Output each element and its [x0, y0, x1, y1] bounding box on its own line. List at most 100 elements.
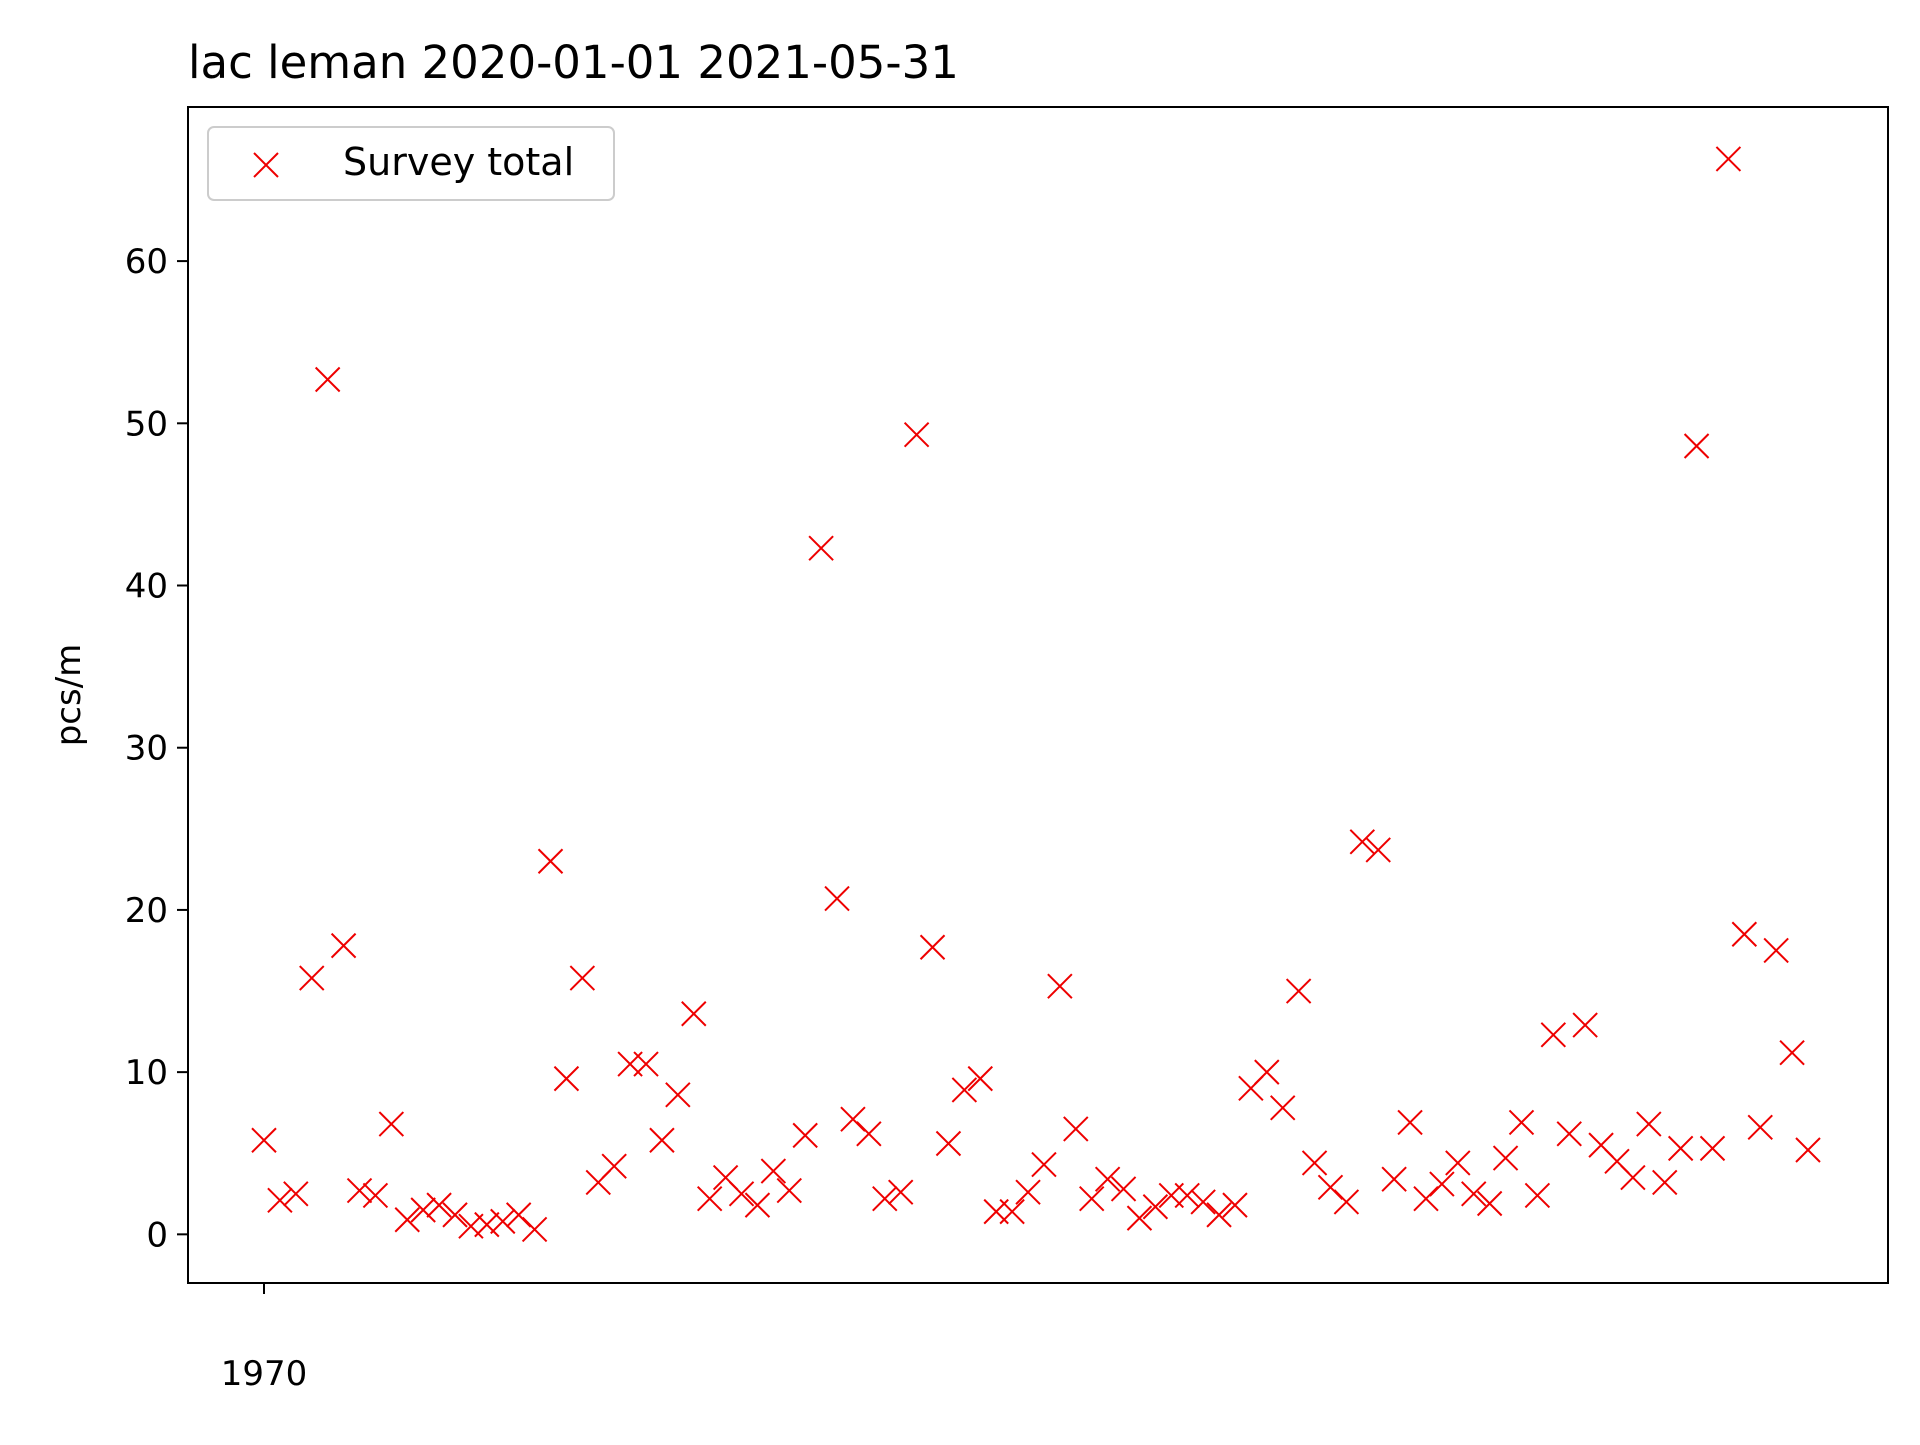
data-point [1222, 1192, 1248, 1218]
data-points [251, 146, 1821, 1243]
data-point [824, 885, 850, 912]
data-point [251, 1127, 277, 1153]
data-point [442, 1202, 468, 1228]
y-tick-label: 40 [125, 567, 168, 607]
legend-marker-icon [253, 152, 279, 178]
data-point [744, 1192, 771, 1218]
data-point [1652, 1169, 1678, 1196]
data-point [1540, 1022, 1567, 1048]
y-axis-label: pcs/m [49, 644, 89, 747]
data-point [856, 1121, 882, 1147]
data-point [474, 1211, 500, 1238]
data-point [1731, 921, 1758, 947]
data-point [330, 932, 357, 959]
data-point [1015, 1179, 1041, 1205]
data-point [1683, 433, 1710, 459]
data-point [1556, 1121, 1582, 1147]
y-tick-label: 30 [125, 729, 168, 769]
data-point [1699, 1135, 1726, 1162]
data-point [935, 1130, 962, 1157]
data-point [1667, 1135, 1694, 1162]
y-tick-label: 0 [146, 1215, 168, 1255]
data-point [696, 1185, 723, 1212]
data-point [1429, 1171, 1455, 1197]
data-point [1110, 1176, 1137, 1202]
data-point [1333, 1189, 1360, 1215]
data-point [1142, 1194, 1169, 1220]
data-point [1270, 1095, 1296, 1121]
data-point [1636, 1111, 1662, 1137]
data-point [1381, 1166, 1407, 1192]
data-point [1715, 146, 1742, 172]
data-point [665, 1082, 691, 1108]
data-point [537, 848, 564, 874]
data-point [1747, 1114, 1773, 1140]
data-point [919, 934, 946, 960]
y-tick-label: 20 [125, 891, 168, 931]
legend-label: Survey total [343, 140, 574, 184]
data-point [378, 1111, 405, 1137]
data-point [1301, 1150, 1328, 1176]
data-point [633, 1051, 659, 1077]
x-tick-label: 1970 [221, 1354, 308, 1394]
data-point [1508, 1109, 1535, 1136]
data-point [967, 1065, 993, 1092]
data-point [1461, 1181, 1487, 1207]
legend-marker-cross [253, 152, 279, 178]
plot-frame [187, 106, 1889, 1284]
data-point [362, 1182, 389, 1209]
data-point [1063, 1116, 1089, 1142]
data-point [776, 1177, 802, 1204]
data-point [410, 1197, 436, 1223]
legend-frame [207, 126, 615, 201]
data-point [1047, 973, 1073, 999]
data-point [903, 421, 930, 448]
y-tick-label: 50 [125, 404, 168, 444]
data-point [553, 1065, 580, 1092]
data-point [760, 1158, 787, 1184]
data-point [1524, 1182, 1551, 1209]
y-tick-label: 60 [125, 242, 168, 282]
data-point [1397, 1109, 1423, 1136]
y-tick-label: 10 [125, 1053, 168, 1093]
data-point [887, 1179, 914, 1205]
data-point [999, 1198, 1025, 1225]
legend: Survey total [207, 126, 615, 201]
data-point [267, 1187, 293, 1213]
data-point [872, 1185, 898, 1212]
data-point [1126, 1205, 1153, 1231]
data-point [1779, 1039, 1805, 1066]
data-point [299, 965, 325, 991]
data-point [1031, 1151, 1057, 1178]
data-point [1285, 978, 1312, 1004]
axes-layer: 0 10 20 30 40 50 60 pcs/m 1970 [49, 106, 1889, 1394]
data-point [1492, 1145, 1519, 1171]
data-point [1349, 829, 1376, 855]
data-point [1763, 937, 1789, 964]
data-point [1254, 1059, 1280, 1085]
data-point [649, 1127, 675, 1153]
data-point [1079, 1185, 1105, 1212]
data-point [601, 1153, 627, 1179]
data-point [569, 965, 596, 991]
data-point [1206, 1202, 1232, 1228]
data-point [808, 535, 834, 561]
data-point [314, 366, 341, 393]
data-point [426, 1192, 452, 1218]
data-point [1365, 837, 1391, 863]
data-point [346, 1177, 373, 1204]
data-point [1174, 1182, 1200, 1209]
data-point [728, 1181, 755, 1207]
data-point [490, 1208, 516, 1235]
data-point [792, 1122, 818, 1149]
data-point [458, 1213, 484, 1239]
data-point [681, 1001, 707, 1027]
data-point [1190, 1189, 1216, 1215]
data-point [1572, 1012, 1598, 1038]
data-point [1094, 1166, 1121, 1192]
data-point [394, 1207, 420, 1233]
data-point [951, 1077, 978, 1103]
data-point [1620, 1164, 1646, 1191]
